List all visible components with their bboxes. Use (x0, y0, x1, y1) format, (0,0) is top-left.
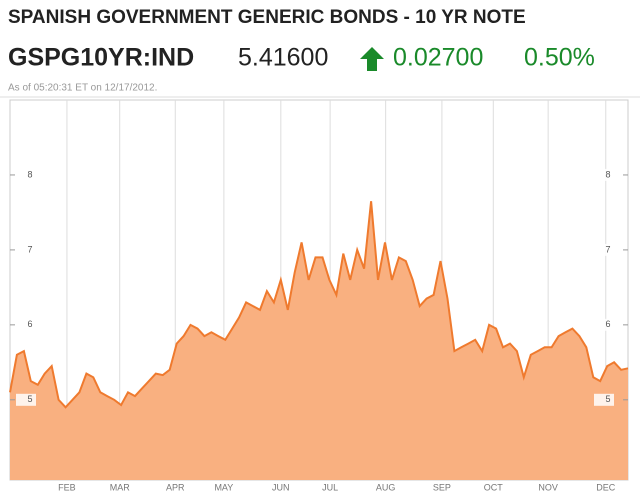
x-tick-label: DEC (596, 482, 616, 492)
x-tick-label: MAY (214, 482, 233, 492)
x-tick-label: FEB (58, 482, 76, 492)
y-tick-box (16, 168, 36, 181)
ticker: GSPG10YR:IND (8, 44, 194, 72)
y-tick-label: 7 (605, 244, 610, 254)
x-tick-label: AUG (376, 482, 396, 492)
y-tick-label: 5 (27, 394, 32, 404)
x-tick-label: APR (166, 482, 185, 492)
x-tick-label: JUL (322, 482, 338, 492)
x-tick-label: OCT (484, 482, 504, 492)
x-tick-label: SEP (433, 482, 451, 492)
timestamp: As of 05:20:31 ET on 12/17/2012. (8, 83, 157, 94)
y-tick-label: 5 (605, 394, 610, 404)
y-tick-label: 7 (27, 244, 32, 254)
y-tick-label: 8 (605, 169, 610, 179)
y-tick-box (16, 243, 36, 256)
y-tick-box (594, 393, 614, 406)
line (9, 201, 629, 409)
change: 0.02700 (393, 44, 483, 72)
y-tick-label: 6 (27, 319, 32, 329)
y-tick-box (594, 243, 614, 256)
y-tick-box (594, 318, 614, 331)
plot: 5 5 6 6 7 7 8 8 FEB MAR APR MAY JUN JUL AUG SEP OCT NOV DE… (9, 99, 629, 492)
y-tick-box (16, 393, 36, 406)
area (10, 201, 628, 480)
x-tick-label: NOV (538, 482, 558, 492)
title: SPANISH GOVERNMENT GENERIC BONDS - 10 YR… (8, 7, 526, 28)
change-pct: 0.50% (524, 44, 595, 72)
up-arrow (360, 47, 384, 71)
y-tick-label: 8 (27, 169, 32, 179)
y-tick-label: 6 (605, 319, 610, 329)
y-tick-box (594, 168, 614, 181)
x-tick-label: MAR (110, 482, 131, 492)
price: 5.41600 (238, 44, 328, 72)
x-tick-label: JUN (272, 482, 290, 492)
y-tick-box (16, 318, 36, 331)
